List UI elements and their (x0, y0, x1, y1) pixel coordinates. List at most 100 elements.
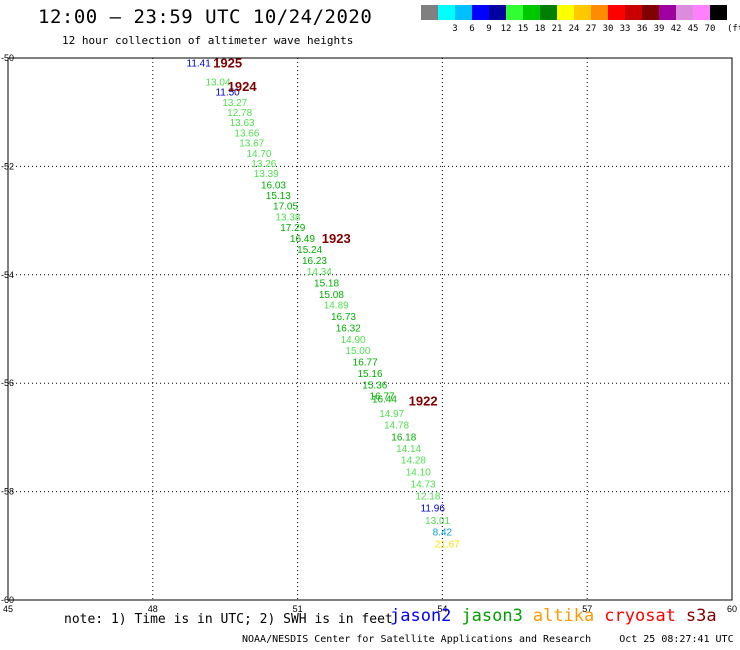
legend-swatch (523, 5, 540, 20)
wave-height-value: 15.08 (319, 290, 344, 301)
legend-label: 36 (636, 24, 648, 34)
legend-swatch (438, 5, 455, 20)
legend-swatch (625, 5, 642, 20)
time-label: 1924 (228, 79, 258, 94)
wave-height-value: 15.24 (297, 245, 322, 256)
wave-height-value: 14.10 (406, 468, 431, 479)
y-tick-label: -52 (1, 161, 14, 171)
chart-subtitle: 12 hour collection of altimeter wave hei… (62, 34, 354, 47)
y-tick-label: -56 (1, 378, 14, 388)
legend-label: 27 (585, 24, 597, 34)
time-label: 1923 (322, 231, 351, 246)
legend-label: 6 (469, 24, 475, 34)
wave-height-value: 8.42 (433, 528, 453, 539)
wave-height-value: 15.16 (357, 369, 382, 380)
wave-height-value: 16.23 (302, 256, 327, 267)
legend-swatch (574, 5, 591, 20)
wave-height-value: 16.73 (331, 312, 356, 323)
legend-swatch (557, 5, 574, 20)
legend-label: 42 (670, 24, 682, 34)
legend-label: 21 (551, 24, 563, 34)
legend-label: 15 (517, 24, 529, 34)
legend-swatch (676, 5, 693, 20)
wave-height-value: 12.18 (415, 491, 440, 502)
x-tick-label: 51 (293, 604, 303, 614)
legend-swatch (421, 5, 438, 20)
wave-height-value: 17.29 (280, 223, 305, 234)
x-tick-label: 54 (437, 604, 447, 614)
wave-height-value: 14.89 (324, 301, 349, 312)
y-tick-label: -60 (1, 595, 14, 605)
legend-swatch (455, 5, 472, 20)
wave-height-value: 13.27 (222, 98, 247, 109)
legend-swatch (659, 5, 676, 20)
wave-height-value: 15.00 (345, 346, 370, 357)
satellite-label: cryosat (604, 606, 676, 626)
time-label: 1925 (213, 55, 242, 70)
plot-frame (7, 57, 733, 601)
wave-height-value: 14.34 (307, 267, 332, 278)
y-tick-label: -50 (1, 53, 14, 63)
y-tick-label: -54 (1, 270, 14, 280)
legend-label: 45 (687, 24, 699, 34)
legend-swatch (489, 5, 506, 20)
legend-label: 3 (452, 24, 458, 34)
legend-swatch (693, 5, 710, 20)
satellite-label: s3a (685, 606, 717, 626)
wave-height-value: 11.41 (187, 58, 212, 69)
legend-label: 33 (619, 24, 631, 34)
satellite-label: jason3 (461, 606, 523, 626)
wave-height-value: 16.77 (370, 392, 395, 403)
satellite-label: altika (532, 606, 595, 626)
legend-unit: (ft) (727, 24, 740, 34)
wave-height-value: 21.67 (435, 540, 460, 551)
legend-swatch (472, 5, 489, 20)
satellite-legend: jason2 jason3 altika cryosat s3a (390, 606, 727, 626)
legend-swatch (506, 5, 523, 20)
legend-swatch (591, 5, 608, 20)
x-tick-label: 57 (582, 604, 592, 614)
legend-label: 70 (704, 24, 716, 34)
wave-height-value: 13.01 (425, 516, 450, 527)
legend-label: 12 (500, 24, 512, 34)
wave-height-value: 16.49 (290, 234, 315, 245)
wave-height-value: 13.04 (205, 77, 230, 88)
satellite-label: jason2 (390, 606, 452, 626)
wave-height-value: 15.18 (314, 278, 339, 289)
legend-label: 9 (486, 24, 492, 34)
wave-height-value: 14.28 (401, 456, 426, 467)
legend-swatch (710, 5, 727, 20)
wave-height-value: 14.78 (384, 420, 409, 431)
footer-credit: NOAA/NESDIS Center for Satellite Applica… (242, 634, 592, 645)
wave-height-value: 13.39 (254, 169, 279, 180)
wave-height-value: 11.50 (215, 88, 240, 99)
legend-label: 24 (568, 24, 580, 34)
legend-label: 30 (602, 24, 614, 34)
legend-swatch (540, 5, 557, 20)
wave-height-value: 16.32 (336, 323, 361, 334)
wave-height-value: 13.66 (234, 128, 259, 139)
legend-label: 39 (653, 24, 665, 34)
wave-height-value: 15.13 (266, 191, 291, 202)
wave-height-value: 12.78 (227, 108, 252, 119)
wave-height-value: 13.26 (251, 159, 276, 170)
footer-timestamp: Oct 25 08:27:41 UTC 2020 (619, 634, 740, 645)
wave-height-value: 13.67 (239, 139, 264, 150)
chart-title: 12:00 – 23:59 UTC 10/24/2020 (38, 6, 373, 28)
wave-height-value: 17.05 (273, 201, 298, 212)
wave-height-value: 14.90 (341, 335, 366, 346)
time-label: 1922 (409, 394, 438, 409)
x-tick-label: 48 (148, 604, 158, 614)
wave-height-value: 14.97 (379, 409, 404, 420)
wave-height-value: 11.96 (421, 503, 446, 514)
units-note: note: 1) Time is in UTC; 2) SWH is in fe… (64, 612, 393, 627)
wave-height-value: 16.77 (353, 358, 378, 369)
wave-height-value: 16.44 (372, 394, 397, 405)
wave-height-value: 16.03 (261, 180, 286, 191)
wave-height-value: 14.73 (411, 479, 436, 490)
legend-label: 18 (534, 24, 546, 34)
x-tick-label: 60 (727, 604, 737, 614)
x-tick-label: 45 (3, 604, 13, 614)
wave-height-value: 13.63 (230, 118, 255, 129)
